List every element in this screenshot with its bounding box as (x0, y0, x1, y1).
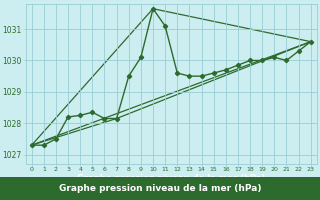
X-axis label: Graphe pression niveau de la mer (hPa): Graphe pression niveau de la mer (hPa) (77, 174, 265, 183)
Text: Graphe pression niveau de la mer (hPa): Graphe pression niveau de la mer (hPa) (59, 184, 261, 193)
